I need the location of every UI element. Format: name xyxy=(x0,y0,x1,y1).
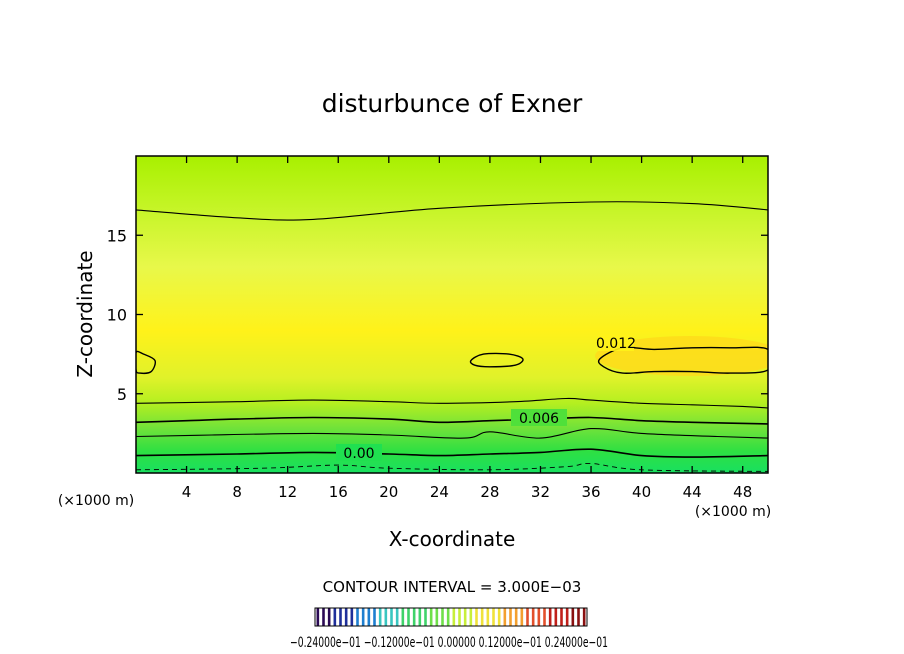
x-tick-label: 24 xyxy=(430,483,449,501)
contour-label-bg-1 xyxy=(511,409,567,426)
x-tick-label: 32 xyxy=(531,483,550,501)
x-tick-label: 4 xyxy=(182,483,192,501)
contour-label-bg-0 xyxy=(598,334,634,351)
contour-line xyxy=(136,201,768,221)
contour-line xyxy=(136,427,768,439)
y-tick-label: 5 xyxy=(117,385,127,404)
closed-contour xyxy=(136,350,156,375)
x-unit-label: (×1000 m) xyxy=(695,504,771,520)
contour-fill xyxy=(136,156,768,473)
closed-contour xyxy=(597,346,768,374)
x-tick-label: 20 xyxy=(379,483,398,501)
x-tick-label: 12 xyxy=(278,483,297,501)
contour-line xyxy=(136,448,768,458)
contour-label-bg-2 xyxy=(336,444,382,461)
x-tick-label: 36 xyxy=(581,483,600,501)
contour-label: 0.006 xyxy=(519,411,559,427)
contour-interval-text: CONTOUR INTERVAL = 3.000E−03 xyxy=(323,578,582,596)
x-tick-label: 28 xyxy=(480,483,499,501)
closed-contour xyxy=(469,352,524,368)
colorbar xyxy=(315,608,588,626)
x-tick-label: 8 xyxy=(232,483,242,501)
y-axis-label: Z-coordinate xyxy=(73,250,97,377)
contour-lines xyxy=(136,201,768,472)
high-core-fill xyxy=(595,336,768,376)
plot-area xyxy=(136,156,768,473)
y-tick-label: 15 xyxy=(107,226,127,245)
colorbar-frame xyxy=(314,607,588,627)
chart-title: disturbunce of Exner xyxy=(322,89,583,118)
y-unit-label: (×1000 m) xyxy=(58,493,134,509)
contour-line xyxy=(136,397,768,409)
x-axis-label: X-coordinate xyxy=(389,527,516,551)
x-tick-label: 40 xyxy=(632,483,651,501)
contour-label: 0.012 xyxy=(596,336,636,352)
x-tick-label: 16 xyxy=(329,483,348,501)
colorbar-labels: −0.24000e−01 −0.12000e−01 0.00000 0.1200… xyxy=(290,635,608,651)
contour-label: 0.00 xyxy=(343,446,374,462)
x-tick-label: 44 xyxy=(683,483,702,501)
contour-labels: 0.012 0.006 0.00 xyxy=(336,334,636,462)
contour-line xyxy=(136,416,768,425)
y-tick-label: 10 xyxy=(107,306,127,325)
x-tick-label: 48 xyxy=(733,483,752,501)
